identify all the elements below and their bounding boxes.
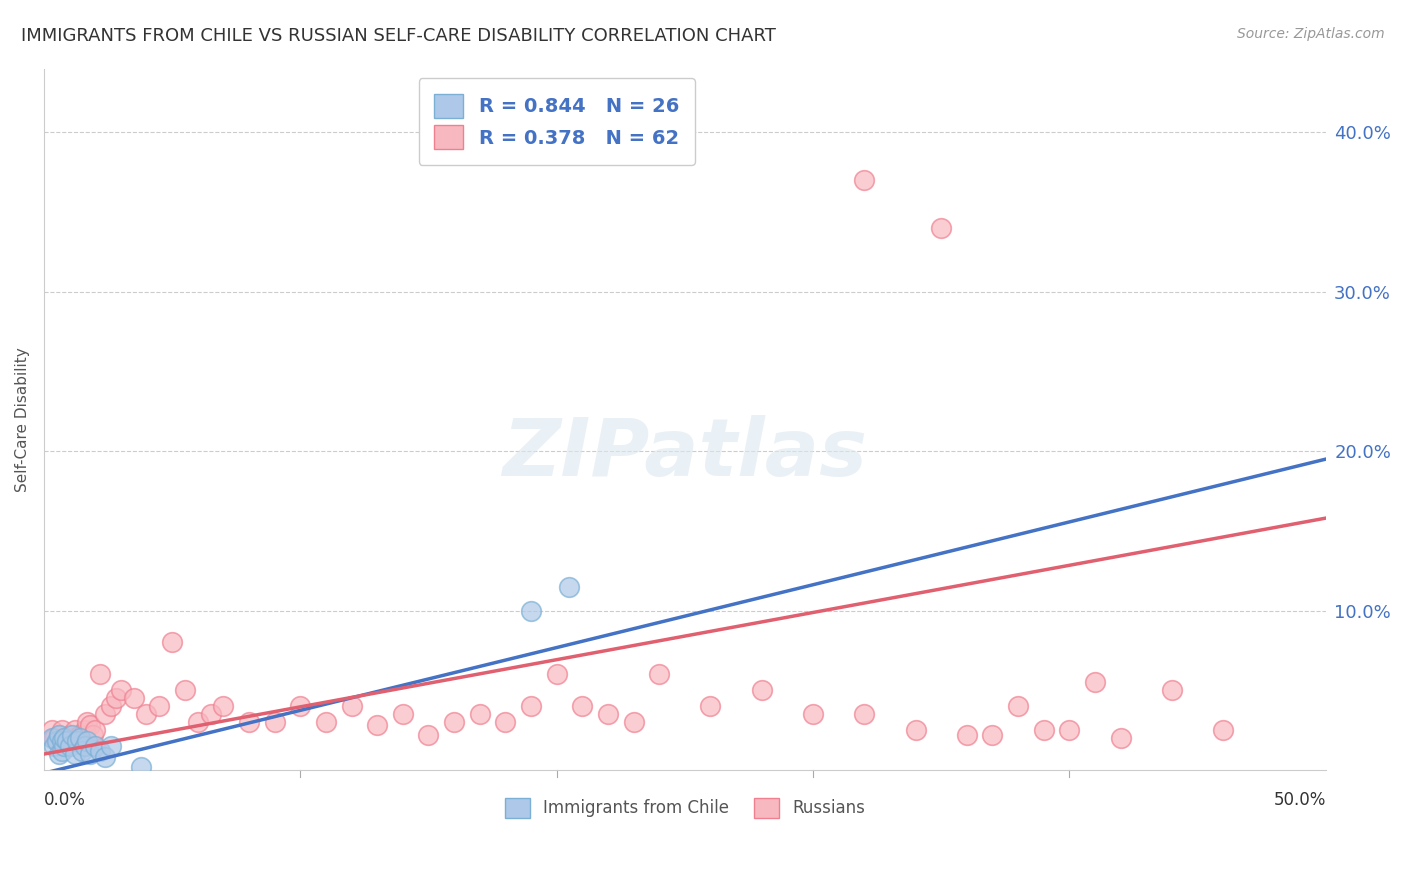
Point [100,739,122,753]
Point [48,728,70,742]
Point [100,699,122,714]
Point [89,744,111,758]
Point [53,731,76,745]
Point [187,715,209,730]
Point [110,683,132,698]
Point [94,707,117,722]
Point [76,715,98,730]
Point [853,707,876,722]
Point [44,731,66,745]
Point [73,739,96,753]
Text: ZIPatlas: ZIPatlas [502,416,868,493]
Point [648,667,671,681]
Point [699,699,721,714]
Point [290,699,312,714]
Point [853,173,876,187]
Point [76,734,98,748]
Point [238,715,260,730]
Point [418,728,440,742]
Point [468,707,491,722]
Point [212,699,235,714]
Point [53,739,76,753]
Point [104,691,127,706]
Point [929,221,952,235]
Point [623,715,645,730]
Point [51,734,73,748]
Point [51,744,73,758]
Point [72,744,94,758]
Point [56,734,79,748]
Point [443,715,465,730]
Point [84,723,107,738]
Point [1059,723,1081,738]
Point [1212,723,1234,738]
Point [58,739,80,753]
Point [1007,699,1029,714]
Point [981,728,1004,742]
Point [60,728,83,742]
Point [89,667,111,681]
Point [956,728,979,742]
Point [56,734,79,748]
Point [84,739,107,753]
Point [1032,723,1054,738]
Point [82,728,104,742]
Text: IMMIGRANTS FROM CHILE VS RUSSIAN SELF-CARE DISABILITY CORRELATION CHART: IMMIGRANTS FROM CHILE VS RUSSIAN SELF-CA… [21,27,776,45]
Point [263,715,285,730]
Point [60,731,83,745]
Point [571,699,593,714]
Point [1109,731,1132,745]
Point [315,715,337,730]
Point [1161,683,1184,698]
Point [366,718,388,732]
Point [94,750,117,764]
Y-axis label: Self-Care Disability: Self-Care Disability [15,347,30,491]
Point [69,731,91,745]
Point [63,723,86,738]
Point [596,707,619,722]
Point [131,760,153,774]
Point [69,728,91,742]
Point [58,728,80,742]
Point [1084,675,1107,690]
Point [904,723,927,738]
Point [148,699,170,714]
Point [79,718,101,732]
Point [392,707,415,722]
Point [45,734,67,748]
Point [520,603,543,617]
Point [51,723,73,738]
Text: 50.0%: 50.0% [1274,791,1326,809]
Point [200,707,222,722]
Point [122,691,145,706]
Point [160,635,183,649]
Point [66,734,89,748]
Point [66,734,89,748]
Point [45,734,67,748]
Point [72,731,94,745]
Point [63,747,86,761]
Point [751,683,773,698]
Legend: Immigrants from Chile, Russians: Immigrants from Chile, Russians [498,791,872,825]
Point [48,728,70,742]
Point [73,723,96,738]
Text: Source: ZipAtlas.com: Source: ZipAtlas.com [1237,27,1385,41]
Point [801,707,824,722]
Text: 0.0%: 0.0% [44,791,86,809]
Point [53,731,76,745]
Point [174,683,197,698]
Point [340,699,363,714]
Point [79,747,101,761]
Point [41,723,63,738]
Point [41,731,63,745]
Point [48,747,70,761]
Point [558,580,581,594]
Point [44,739,66,753]
Point [546,667,568,681]
Point [135,707,157,722]
Point [520,699,543,714]
Point [494,715,516,730]
